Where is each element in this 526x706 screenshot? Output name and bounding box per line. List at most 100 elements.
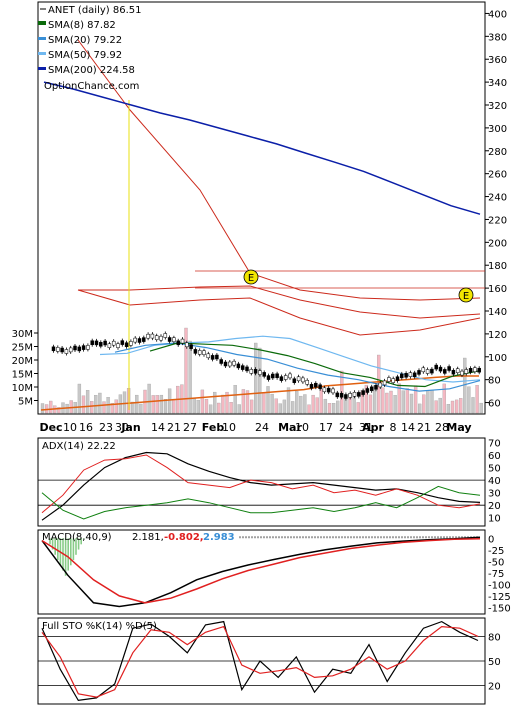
candle-body xyxy=(133,337,137,343)
volume-bar xyxy=(274,398,278,414)
volume-bar xyxy=(389,390,393,414)
candle-body xyxy=(391,378,395,383)
candle-body xyxy=(301,377,305,383)
candle-body xyxy=(120,340,125,345)
volume-bar xyxy=(110,403,114,414)
volume-y-tick-label: 30M xyxy=(12,329,33,340)
candle-body xyxy=(404,373,408,378)
candle-body xyxy=(137,338,142,343)
candle-body xyxy=(163,333,168,338)
volume-bar xyxy=(327,403,332,414)
candle-body xyxy=(348,393,352,398)
minus-di-line xyxy=(41,485,481,520)
candle-body xyxy=(339,393,344,398)
candle-body xyxy=(219,359,223,364)
candle-body xyxy=(86,345,90,350)
candle-body xyxy=(434,364,438,370)
candle-body xyxy=(215,354,219,360)
volume-bar xyxy=(266,386,270,414)
candle-body xyxy=(369,386,374,392)
date-axis-label: May xyxy=(446,421,471,434)
date-axis-label: 14 xyxy=(401,421,415,434)
candle-body xyxy=(206,353,211,359)
legend-item-price: ANET (daily) 86.51 xyxy=(40,5,142,16)
candle-body xyxy=(292,378,297,383)
volume-bar xyxy=(479,402,483,414)
price-y-tick-label: 280 xyxy=(488,147,507,158)
price-y-tick-label: 400 xyxy=(488,9,507,20)
candle-body xyxy=(357,392,361,397)
candle-body xyxy=(193,349,198,354)
volume-bar xyxy=(319,389,323,414)
candle-body xyxy=(438,366,443,372)
legend-price-label: ANET (daily) 86.51 xyxy=(48,5,142,16)
candle-body xyxy=(103,340,107,346)
candle-body xyxy=(417,370,421,375)
candle-body xyxy=(443,369,447,374)
volume-bar xyxy=(221,394,225,414)
price-y-tick-label: 220 xyxy=(488,215,507,226)
candle-body xyxy=(51,346,56,352)
candle-body xyxy=(185,342,189,348)
candle-body xyxy=(159,335,163,341)
price-y-tick-label: 60 xyxy=(488,399,501,410)
volume-bar xyxy=(85,390,90,414)
price-y-tick-label: 140 xyxy=(488,307,507,318)
volume-bar xyxy=(467,386,471,414)
candle-body xyxy=(378,382,383,388)
date-axis-label: 21 xyxy=(417,421,431,434)
volume-bar xyxy=(241,389,246,414)
candle-body xyxy=(60,347,64,353)
legend-item-sma200: SMA(200) 224.58 xyxy=(38,65,135,76)
candle-body xyxy=(223,361,228,367)
date-axis-label: 14 xyxy=(151,421,165,434)
date-axis-label: 17 xyxy=(319,421,333,434)
candle-body xyxy=(81,345,86,350)
legend-sma20-label: SMA(20) 79.22 xyxy=(48,35,122,46)
macd-y-tick-label: -125 xyxy=(488,592,511,603)
volume-bar xyxy=(459,398,463,414)
legend-item-sma20: SMA(20) 79.22 xyxy=(38,35,122,46)
price-y-tick-label: 320 xyxy=(488,101,507,112)
volume-bar xyxy=(155,395,159,414)
volume-bar xyxy=(356,402,360,414)
volume-bar xyxy=(430,389,434,414)
candle-body xyxy=(197,350,202,355)
volume-bar xyxy=(295,391,299,414)
volume-bar xyxy=(237,404,241,414)
volume-bar xyxy=(290,401,295,414)
sma8-line xyxy=(149,342,481,388)
candle-body xyxy=(344,394,348,399)
candle-body xyxy=(468,368,473,373)
candle-body xyxy=(395,376,400,381)
candle-body xyxy=(253,369,258,374)
volume-bar xyxy=(94,395,98,414)
volume-bar xyxy=(454,399,459,414)
price-candles xyxy=(51,331,481,401)
volume-y-tick-label: 10M xyxy=(12,383,33,394)
price-y-tick-label: 200 xyxy=(488,238,507,249)
candle-body xyxy=(146,333,150,339)
sma200-line xyxy=(43,81,481,215)
volume-bar xyxy=(258,347,262,414)
volume-bar xyxy=(151,395,155,414)
candle-body xyxy=(111,340,116,346)
plus-di-line xyxy=(41,454,481,514)
candle-body xyxy=(309,384,314,389)
legend-item-sma50: SMA(50) 79.92 xyxy=(38,50,122,61)
volume-bar xyxy=(422,394,426,414)
volume-y-axis: 30M 25M 20M 15M 10M 5M xyxy=(12,329,38,408)
volume-bar xyxy=(323,398,328,414)
volume-bar xyxy=(254,342,258,414)
volume-bar xyxy=(381,387,385,414)
volume-bar xyxy=(229,402,233,414)
candle-body xyxy=(464,369,469,374)
volume-bar xyxy=(225,391,229,414)
macd-y-tick-label: -25 xyxy=(488,546,504,557)
candle-body xyxy=(335,392,340,398)
date-axis-label: 8 xyxy=(390,421,397,434)
volume-bar xyxy=(192,397,196,414)
volume-bar xyxy=(434,400,438,414)
